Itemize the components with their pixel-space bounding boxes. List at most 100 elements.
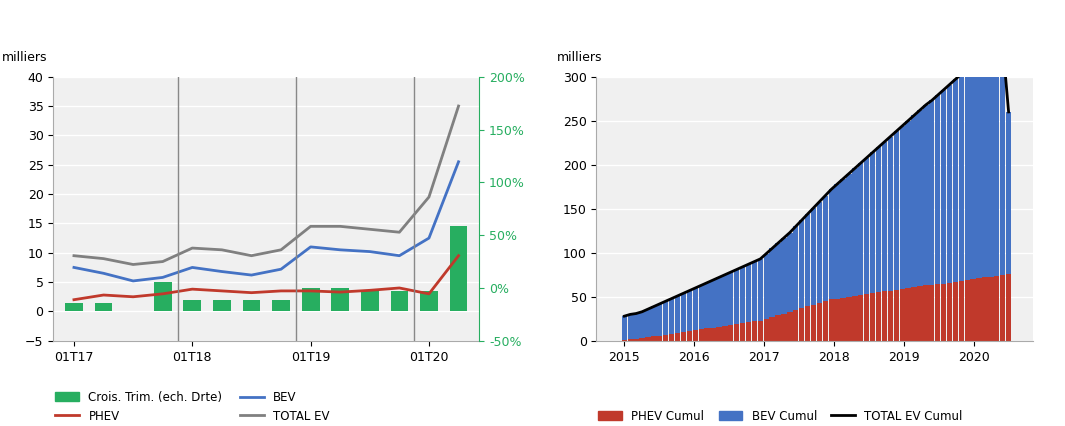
Bar — [663, 335, 669, 341]
Bar — [787, 233, 792, 312]
Bar — [692, 288, 698, 330]
Bar — [947, 283, 952, 341]
Bar — [740, 267, 746, 323]
Bar — [935, 95, 940, 285]
Bar — [769, 317, 775, 341]
Bar — [787, 312, 792, 341]
Bar — [675, 296, 681, 333]
Bar — [864, 158, 869, 294]
Bar — [420, 291, 438, 311]
Bar — [95, 302, 113, 311]
Bar — [988, 276, 994, 341]
Bar — [917, 110, 922, 286]
Bar — [65, 302, 83, 311]
Bar — [449, 226, 468, 311]
Bar — [965, 69, 970, 280]
Bar — [651, 306, 657, 337]
Bar — [929, 101, 934, 285]
Bar — [912, 287, 917, 341]
Bar — [757, 320, 763, 341]
Bar — [657, 336, 662, 341]
Bar — [639, 338, 644, 341]
Text: Immatriculations trimestrielles VE France: Immatriculations trimestrielles VE Franc… — [26, 34, 415, 52]
Bar — [870, 153, 875, 293]
Legend: Crois. Trim. (ech. Drte), PHEV, BEV, TOTAL EV: Crois. Trim. (ech. Drte), PHEV, BEV, TOT… — [51, 386, 334, 426]
Bar — [717, 277, 722, 327]
Bar — [752, 322, 757, 341]
Bar — [622, 340, 627, 341]
Bar — [769, 248, 775, 317]
Bar — [634, 339, 639, 341]
Bar — [888, 291, 894, 341]
Bar — [847, 173, 852, 297]
Bar — [994, 47, 999, 276]
Bar — [183, 300, 201, 311]
Bar — [958, 281, 964, 341]
Legend: PHEV Cumul, BEV Cumul, TOTAL EV Cumul: PHEV Cumul, BEV Cumul, TOTAL EV Cumul — [593, 405, 967, 426]
Bar — [894, 131, 899, 290]
Bar — [805, 306, 810, 341]
Bar — [875, 292, 881, 341]
Bar — [875, 147, 881, 292]
Bar — [663, 301, 669, 335]
Bar — [273, 300, 290, 311]
Bar — [331, 288, 349, 311]
Bar — [810, 305, 816, 341]
Bar — [782, 314, 787, 341]
Bar — [391, 291, 408, 311]
Bar — [900, 126, 905, 289]
Bar — [852, 168, 857, 296]
Bar — [858, 295, 864, 341]
Bar — [651, 337, 657, 341]
Bar — [153, 282, 171, 311]
Bar — [681, 293, 686, 332]
Bar — [982, 53, 987, 277]
Bar — [940, 284, 946, 341]
Bar — [965, 280, 970, 341]
Bar — [982, 277, 987, 341]
Bar — [935, 285, 940, 341]
Bar — [710, 280, 716, 328]
Bar — [912, 115, 917, 287]
Bar — [1000, 44, 1005, 275]
Bar — [900, 289, 905, 341]
Bar — [764, 319, 769, 341]
Bar — [958, 74, 964, 281]
Bar — [722, 326, 727, 341]
Bar — [882, 142, 887, 291]
Bar — [917, 286, 922, 341]
Bar — [977, 278, 982, 341]
Bar — [675, 333, 681, 341]
Bar — [940, 90, 946, 284]
Bar — [361, 291, 379, 311]
Bar — [692, 330, 698, 341]
Bar — [799, 220, 804, 308]
Bar — [645, 309, 651, 337]
Bar — [905, 121, 911, 288]
Bar — [728, 272, 734, 325]
Bar — [746, 264, 751, 322]
Bar — [835, 299, 840, 341]
Bar — [699, 285, 704, 329]
Bar — [657, 304, 662, 336]
Bar — [953, 79, 959, 282]
Bar — [882, 291, 887, 341]
Bar — [817, 201, 822, 303]
Bar — [728, 325, 734, 341]
Bar — [243, 300, 260, 311]
Bar — [810, 208, 816, 305]
Bar — [634, 314, 639, 339]
Bar — [687, 331, 692, 341]
Bar — [687, 291, 692, 331]
Bar — [970, 279, 976, 341]
Bar — [817, 303, 822, 341]
Bar — [793, 310, 799, 341]
Bar — [669, 299, 674, 334]
Bar — [923, 285, 929, 341]
Bar — [923, 105, 929, 285]
Bar — [722, 275, 727, 326]
Bar — [717, 327, 722, 341]
Bar — [929, 285, 934, 341]
Bar — [858, 163, 864, 295]
Bar — [704, 283, 709, 328]
